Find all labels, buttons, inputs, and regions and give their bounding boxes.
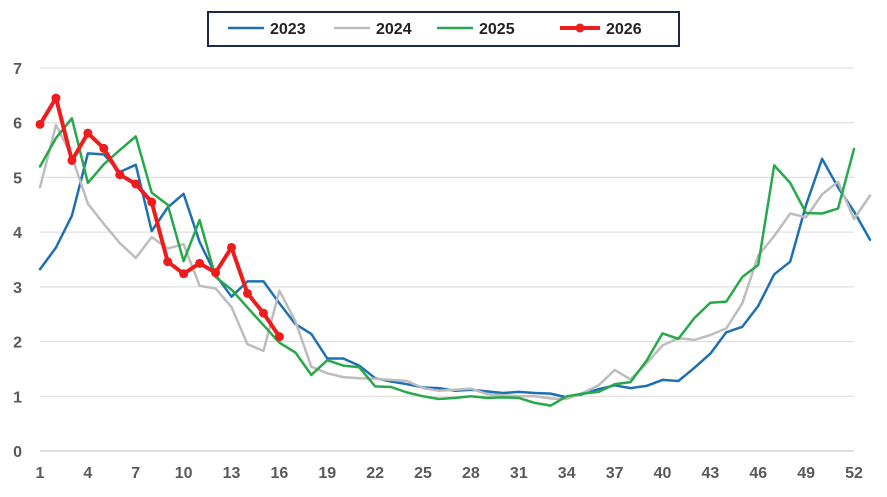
x-tick-label: 28: [462, 465, 480, 482]
x-tick-label: 4: [83, 465, 92, 482]
x-tick-label: 13: [223, 465, 241, 482]
data-point-2026: [195, 258, 205, 268]
data-point-2026: [51, 93, 61, 103]
data-point-2026: [242, 288, 252, 298]
legend-label-2024: 2024: [376, 21, 412, 38]
data-point-2026: [163, 257, 173, 267]
data-point-2026: [274, 332, 284, 342]
y-tick-label: 4: [13, 225, 22, 242]
x-tick-label: 1: [36, 465, 45, 482]
y-tick-label: 7: [13, 61, 22, 78]
data-point-2026: [67, 155, 77, 165]
y-tick-label: 2: [13, 335, 22, 352]
x-tick-label: 46: [749, 465, 767, 482]
gridlines: [40, 67, 854, 397]
data-point-2026: [211, 268, 221, 278]
legend: 2023 2024 2025 2026: [207, 11, 680, 47]
data-point-2026: [147, 197, 157, 207]
series-line-2025: [38, 117, 856, 407]
data-point-2026: [83, 128, 93, 138]
data-point-2026: [35, 119, 45, 129]
y-tick-label: 3: [13, 280, 22, 297]
legend-marker-2026: [575, 23, 585, 33]
data-point-2026: [131, 179, 141, 189]
y-tick-label: 0: [13, 444, 22, 461]
x-tick-label: 10: [175, 465, 193, 482]
y-tick-label: 5: [13, 170, 22, 187]
y-tick-label: 1: [13, 389, 22, 406]
x-tick-label: 34: [558, 465, 576, 482]
x-tick-label: 7: [131, 465, 140, 482]
data-point-2026: [227, 242, 237, 252]
data-point-2026: [99, 143, 109, 153]
series-line-2026: [38, 96, 282, 339]
x-tick-label: 19: [318, 465, 336, 482]
series-layer: [35, 93, 872, 407]
y-tick-label: 6: [13, 116, 22, 133]
legend-label-2026: 2026: [606, 21, 642, 38]
x-tick-label: 16: [271, 465, 289, 482]
data-point-2026: [115, 170, 125, 180]
data-point-2026: [258, 308, 268, 318]
x-tick-label: 52: [845, 465, 863, 482]
legend-label-2025: 2025: [479, 21, 515, 38]
x-tick-label: 49: [797, 465, 815, 482]
x-tick-label: 43: [701, 465, 719, 482]
legend-label-2023: 2023: [270, 21, 306, 38]
x-tick-label: 25: [414, 465, 432, 482]
x-tick-label: 22: [366, 465, 384, 482]
x-tick-label: 31: [510, 465, 528, 482]
x-tick-label: 37: [606, 465, 624, 482]
x-tick-label: 40: [654, 465, 672, 482]
data-point-2026: [179, 269, 189, 279]
